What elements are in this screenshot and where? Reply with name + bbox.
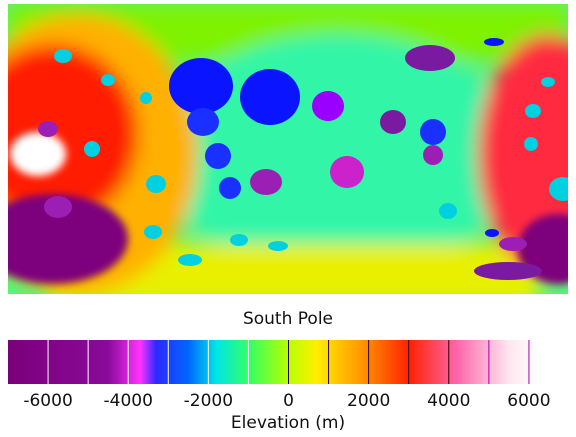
elevation-map	[8, 4, 568, 294]
crater-small-5	[144, 225, 162, 239]
colorbar-tick-label: 6000	[507, 391, 551, 411]
crater-small-3	[140, 92, 152, 104]
crater-purple-6	[499, 237, 527, 251]
crater-purple-3	[380, 110, 406, 134]
colorbar-tick-label: 2000	[347, 391, 391, 411]
crater-small-14	[541, 77, 555, 87]
colorbar-dividers	[47, 340, 530, 384]
crater-small-12	[268, 241, 288, 251]
colorbar-tick-label: 4000	[427, 391, 471, 411]
crater-small-1	[54, 49, 72, 63]
peak	[10, 132, 66, 176]
colorbar	[8, 340, 569, 384]
crater-small-18	[44, 196, 72, 218]
crater-violet-1	[312, 91, 344, 121]
crater-blue-5	[219, 177, 241, 199]
crater-purple-5	[474, 262, 542, 280]
western-lowland	[8, 194, 128, 284]
crater-small-4	[146, 175, 166, 193]
crater-small-17	[38, 121, 58, 137]
crater-magenta-1	[330, 156, 364, 188]
crater-small-2	[101, 74, 115, 86]
crater-purple-4	[423, 145, 443, 165]
colorbar-label: Elevation (m)	[230, 413, 346, 433]
colorbar-tick-label: 0	[283, 391, 294, 411]
crater-small-6	[84, 141, 100, 157]
western-rim	[8, 44, 138, 224]
crater-small-7	[525, 104, 541, 118]
crater-blue-4	[205, 143, 231, 169]
crater-small-8	[524, 137, 538, 151]
crater-small-15	[230, 234, 248, 246]
crater-blue-6	[420, 119, 446, 145]
crater-small-10	[439, 203, 457, 219]
crater-purple-1	[250, 169, 282, 195]
colorbar-tick-label: -4000	[103, 391, 153, 411]
crater-small-16	[485, 229, 499, 237]
colorbar-tick-label: -2000	[183, 391, 234, 411]
crater-small-9	[549, 177, 568, 201]
crater-small-11	[178, 254, 202, 266]
colorbar-tick-label: -6000	[23, 391, 73, 411]
crater-blue-3	[187, 108, 219, 136]
map-title: South Pole	[242, 309, 334, 329]
crater-purple-2	[405, 45, 455, 71]
crater-blue-1	[169, 58, 233, 114]
crater-blue-2	[240, 69, 300, 125]
crater-small-13	[484, 38, 504, 46]
